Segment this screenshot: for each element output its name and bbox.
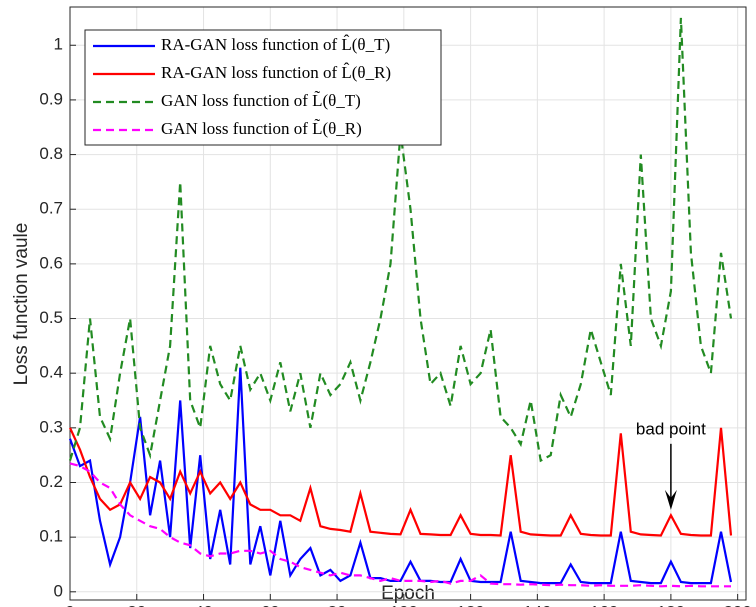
y-tick-label: 0.8 [39,144,63,163]
y-tick-label: 0.7 [39,199,63,218]
x-tick-label: 120 [456,602,484,607]
series-line [68,427,733,537]
legend-label: RA-GAN loss function of L̂(θ_T) [161,35,390,54]
legend-label: RA-GAN loss function of L̂(θ_R) [161,63,391,82]
arrow-head [664,489,677,510]
x-tick-label: 140 [523,602,551,607]
x-axis-label: Epoch [381,583,435,604]
x-tick-label: 60 [261,602,280,607]
legend-label: GAN loss function of L̃(θ_T) [161,91,361,110]
x-tick-label: 160 [590,602,618,607]
y-tick-label: 0.4 [39,363,63,382]
series-line [68,367,733,585]
y-tick-label: 0 [54,581,63,600]
y-tick-label: 1 [54,35,63,54]
y-tick-label: 0.9 [39,89,63,108]
y-tick-label: 0.2 [39,472,63,491]
axes-box [69,6,747,601]
x-tick-label: 40 [194,602,213,607]
x-tick-label: 20 [127,602,146,607]
x-tick-label: 80 [328,602,347,607]
x-tick-label: 180 [657,602,685,607]
y-tick-label: 0.5 [39,308,63,327]
y-tick-label: 0.3 [39,417,63,436]
legend-box [84,29,442,146]
x-tick-label: 0 [65,602,74,607]
series-line [69,462,731,588]
y-tick-label: 0.1 [39,527,63,546]
legend-label: GAN loss function of L̃(θ_R) [161,119,362,138]
y-axis-label: Loss function vaule [11,223,32,386]
annotation: bad point [636,419,706,438]
y-tick-label: 0.6 [39,253,63,272]
x-tick-label: 100 [390,602,418,607]
x-tick-label: 200 [723,602,751,607]
